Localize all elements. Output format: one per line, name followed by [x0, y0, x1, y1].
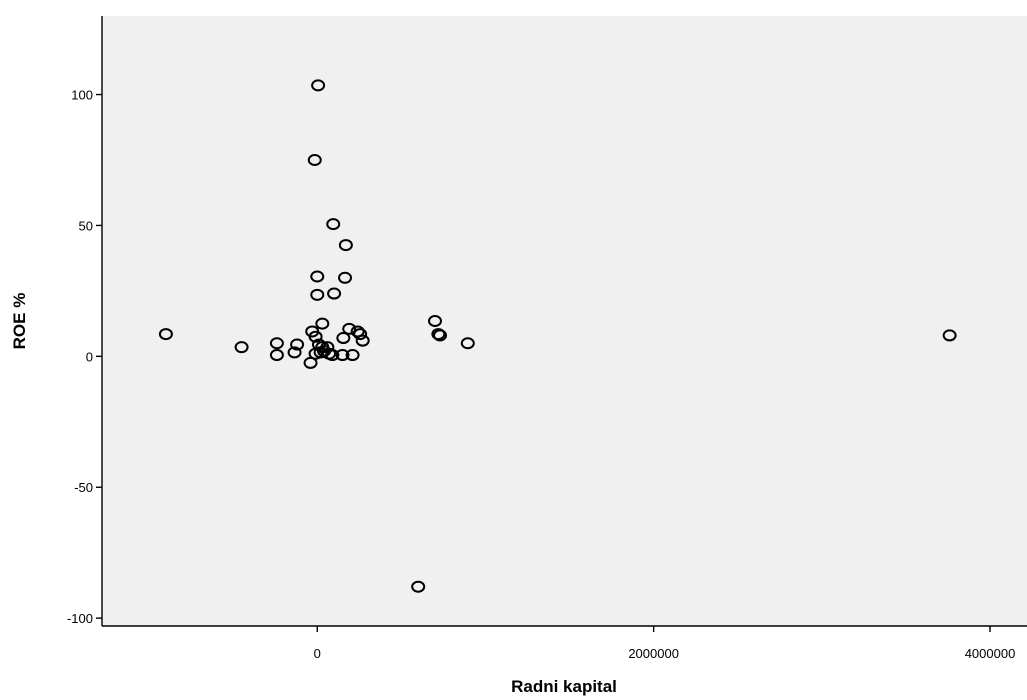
data-point — [335, 349, 350, 362]
data-point — [269, 337, 284, 350]
data-point — [460, 337, 475, 350]
data-point — [411, 580, 426, 593]
data-point — [269, 349, 284, 362]
data-point — [345, 349, 360, 362]
data-point — [355, 334, 370, 347]
data-point — [353, 328, 368, 341]
data-point — [327, 287, 342, 300]
data-point — [338, 239, 353, 252]
y-tick-label: -100 — [67, 611, 93, 626]
data-point — [326, 218, 341, 231]
data-point — [303, 356, 318, 369]
data-point — [307, 153, 322, 166]
data-point — [310, 288, 325, 301]
y-axis-ticks: -100 -50 0 50 100 — [67, 88, 102, 626]
x-tick-label: 0 — [314, 646, 321, 661]
data-point — [433, 329, 448, 342]
x-tick-label: 2000000 — [628, 646, 679, 661]
x-axis-ticks: 0 2000000 4000000 — [314, 626, 1016, 661]
data-point — [158, 328, 173, 341]
data-point — [338, 271, 353, 284]
data-point — [290, 338, 305, 351]
data-point — [234, 341, 249, 354]
data-point — [336, 332, 351, 345]
data-point — [310, 270, 325, 283]
data-point — [311, 79, 326, 92]
y-tick-label: 50 — [79, 218, 93, 233]
y-tick-label: 100 — [71, 88, 93, 103]
data-point — [308, 330, 323, 343]
data-point — [342, 322, 357, 335]
y-axis-title: ROE % — [10, 293, 29, 350]
data-point — [431, 328, 446, 341]
data-point — [942, 329, 957, 342]
data-point — [428, 315, 442, 327]
data-points — [158, 79, 957, 593]
y-tick-label: 0 — [86, 349, 93, 364]
data-point — [325, 349, 340, 362]
data-point — [287, 346, 302, 359]
data-point — [315, 317, 330, 330]
y-tick-label: -50 — [74, 480, 93, 495]
plot-area-background — [102, 16, 1027, 626]
x-tick-label: 4000000 — [965, 646, 1016, 661]
x-axis-title: Radni kapital — [511, 677, 617, 696]
